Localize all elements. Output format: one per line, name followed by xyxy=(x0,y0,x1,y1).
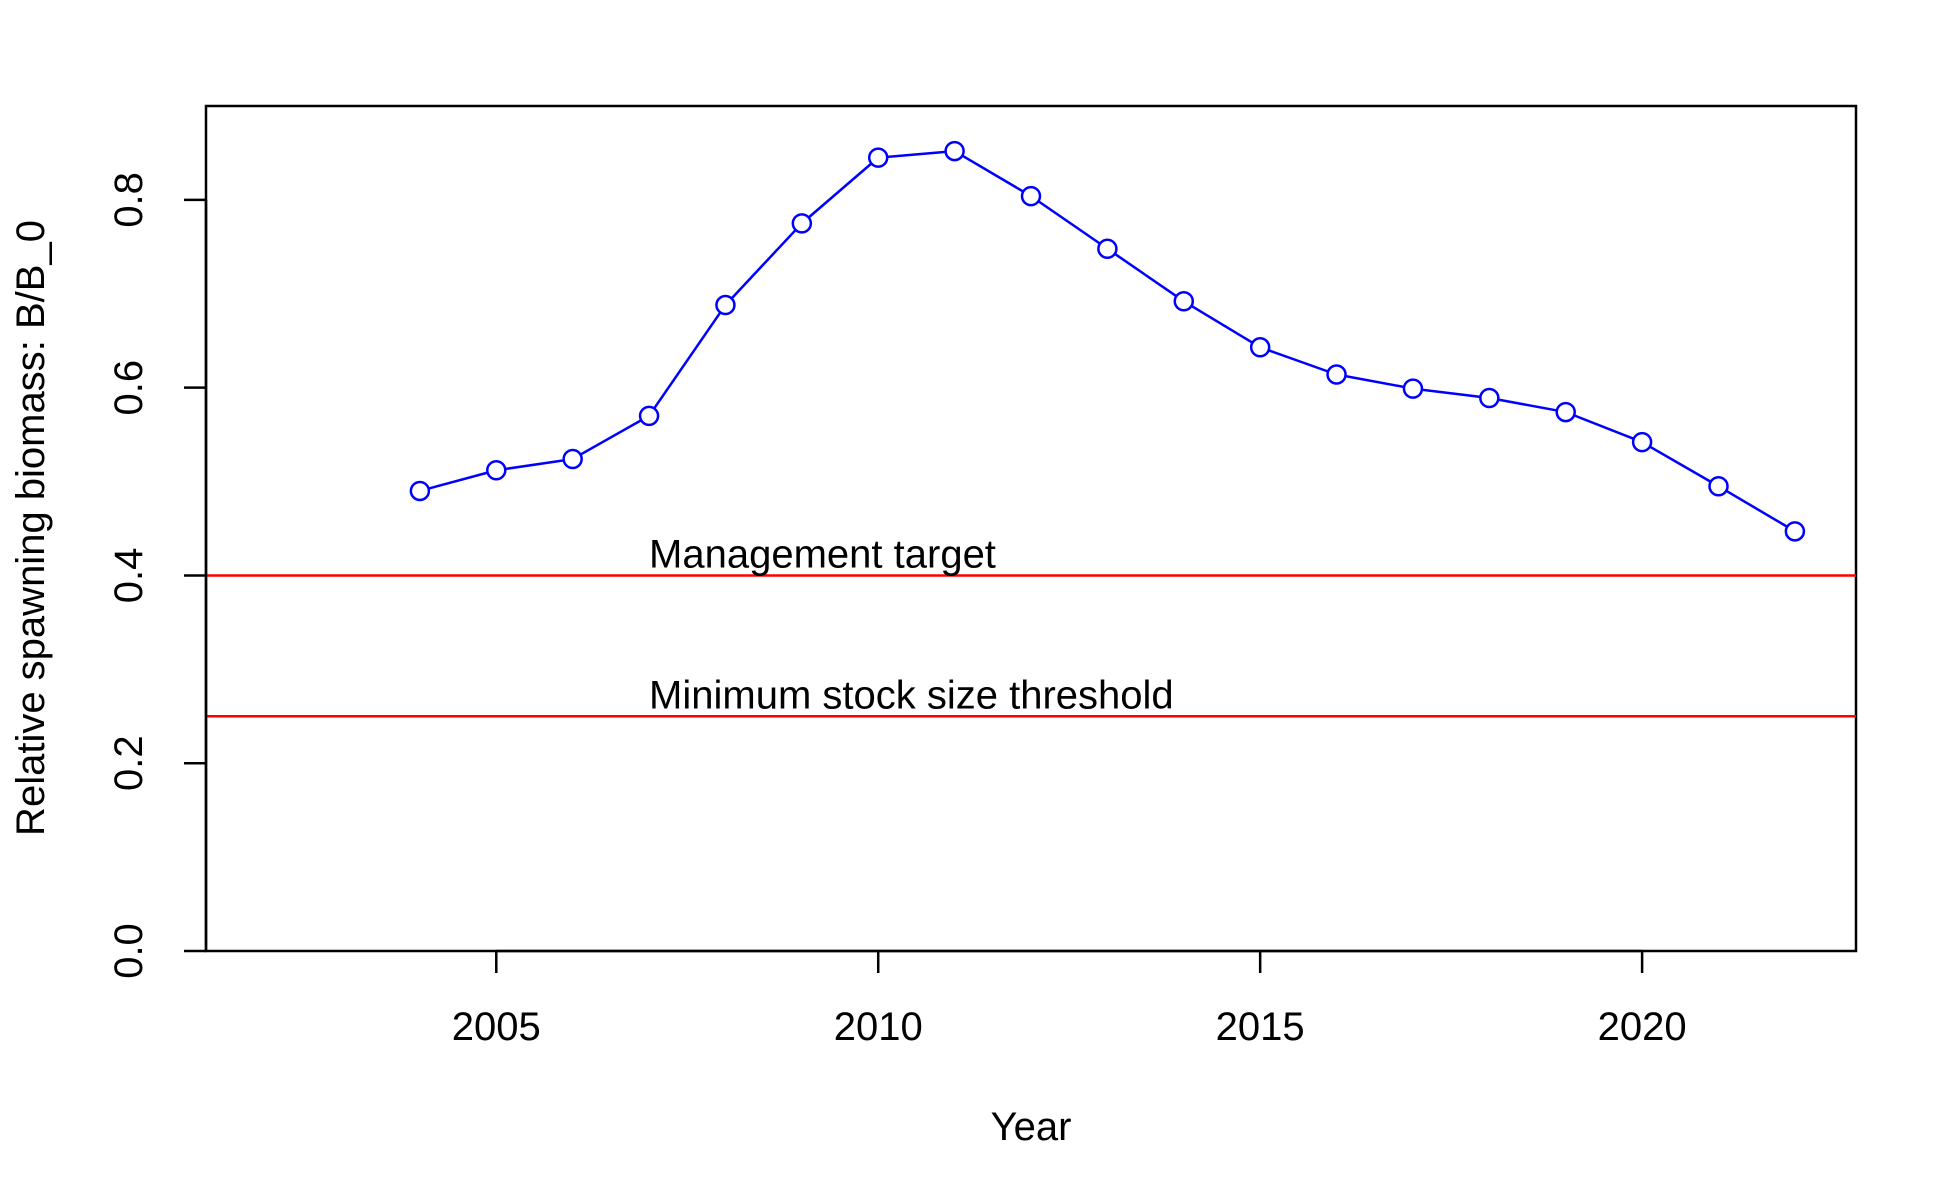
series-line-segment xyxy=(429,473,488,489)
series-line-segment xyxy=(1498,400,1557,411)
data-point xyxy=(1633,433,1651,451)
plot-frame xyxy=(206,106,1856,951)
series-layer xyxy=(411,142,1804,540)
data-point xyxy=(946,142,964,160)
series-line-segment xyxy=(1269,350,1328,371)
series-line-segment xyxy=(1422,390,1481,397)
data-point xyxy=(411,482,429,500)
series-line-segment xyxy=(809,164,872,218)
y-tick-label: 0.6 xyxy=(107,360,151,416)
series-line-segment xyxy=(654,312,720,408)
x-axis-title: Year xyxy=(991,1105,1072,1149)
data-point xyxy=(793,214,811,232)
data-point xyxy=(869,149,887,167)
reference-lines: Management target Minimum stock size thre… xyxy=(206,532,1856,717)
data-point xyxy=(564,450,582,468)
series-line-segment xyxy=(1038,201,1100,243)
y-tick-label: 0.0 xyxy=(107,923,151,979)
series-line-segment xyxy=(581,420,642,454)
data-point xyxy=(487,461,505,479)
series-line-segment xyxy=(1650,447,1711,482)
y-tick-label: 0.8 xyxy=(107,172,151,228)
y-tick-label: 0.4 xyxy=(107,548,151,604)
data-point xyxy=(1022,187,1040,205)
y-axis-title: Relative spawning biomass: B/B_0 xyxy=(9,220,53,836)
data-point xyxy=(1404,380,1422,398)
x-tick-label: 2020 xyxy=(1598,1005,1687,1049)
series-line-segment xyxy=(962,156,1023,192)
data-point xyxy=(1557,403,1575,421)
series-line-segment xyxy=(1574,415,1634,438)
x-tick-label: 2005 xyxy=(452,1005,541,1049)
series-line-segment xyxy=(1191,306,1252,343)
reference-line-label: Minimum stock size threshold xyxy=(649,673,1174,717)
data-point xyxy=(1480,389,1498,407)
data-point xyxy=(1786,522,1804,540)
data-point xyxy=(1328,366,1346,384)
y-tick-label: 0.2 xyxy=(107,735,151,791)
series-line-segment xyxy=(1345,376,1404,387)
series-line-segment xyxy=(505,460,564,469)
x-tick-label: 2010 xyxy=(834,1005,923,1049)
data-point xyxy=(716,296,734,314)
data-point xyxy=(640,407,658,425)
series-line-segment xyxy=(1726,491,1787,527)
data-point xyxy=(1175,292,1193,310)
series-line-segment xyxy=(732,230,796,299)
reference-line-label: Management target xyxy=(649,532,996,576)
series-line-segment xyxy=(887,152,945,157)
series-line-segment xyxy=(1115,254,1177,296)
y-axis: 0.0 0.2 0.4 0.6 0.8 xyxy=(107,172,206,979)
x-tick-label: 2015 xyxy=(1216,1005,1305,1049)
data-point xyxy=(1710,477,1728,495)
data-point xyxy=(1251,338,1269,356)
data-point xyxy=(1098,240,1116,258)
x-axis: 2005 2010 2015 2020 xyxy=(452,951,1687,1049)
